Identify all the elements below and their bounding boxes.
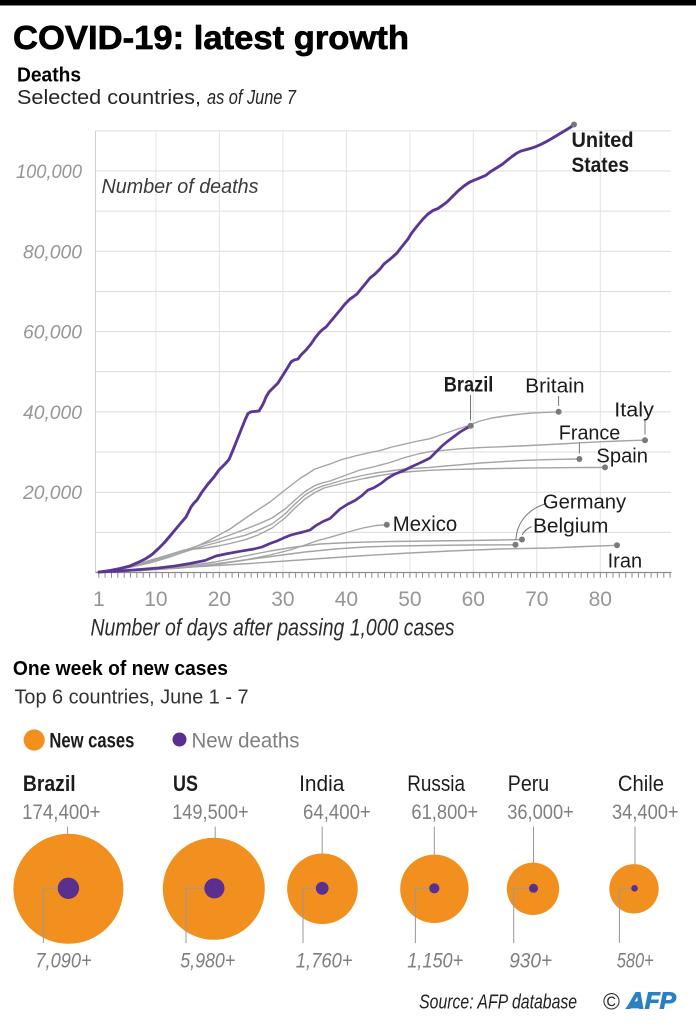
svg-text:New deaths: New deaths	[192, 730, 300, 753]
svg-text:40,000: 40,000	[23, 403, 82, 424]
svg-text:Brazil: Brazil	[444, 374, 494, 397]
svg-text:©: ©	[603, 989, 620, 1015]
svg-text:174,400+: 174,400+	[22, 801, 101, 824]
svg-text:as of June 7: as of June 7	[207, 87, 297, 109]
svg-text:930+: 930+	[509, 949, 552, 972]
svg-text:Number of deaths: Number of deaths	[102, 176, 259, 198]
svg-text:AFP: AFP	[626, 987, 677, 1013]
svg-text:30: 30	[271, 588, 294, 611]
svg-text:New cases: New cases	[49, 730, 134, 753]
svg-text:US: US	[173, 771, 198, 796]
svg-text:COVID-19: latest growth: COVID-19: latest growth	[13, 19, 409, 56]
svg-text:100,000: 100,000	[16, 162, 82, 183]
svg-text:64,400+: 64,400+	[303, 801, 371, 824]
svg-text:580+: 580+	[617, 949, 654, 972]
svg-text:34,400+: 34,400+	[612, 801, 679, 824]
svg-text:Iran: Iran	[608, 550, 643, 572]
svg-text:Top 6 countries, June 1 - 7: Top 6 countries, June 1 - 7	[15, 687, 249, 709]
svg-text:Russia: Russia	[407, 771, 465, 796]
svg-text:Mexico: Mexico	[393, 513, 457, 536]
svg-text:36,000+: 36,000+	[507, 801, 574, 824]
svg-text:7,090+: 7,090+	[35, 949, 91, 972]
svg-text:States: States	[572, 154, 630, 177]
svg-text:50: 50	[398, 588, 421, 611]
svg-text:149,500+: 149,500+	[172, 801, 248, 824]
svg-text:Spain: Spain	[596, 445, 648, 467]
svg-text:Deaths: Deaths	[17, 65, 81, 87]
svg-text:40: 40	[335, 588, 358, 611]
svg-text:5,980+: 5,980+	[180, 949, 235, 972]
svg-text:10: 10	[144, 588, 167, 611]
svg-text:Britain: Britain	[525, 376, 585, 398]
svg-text:Brazil: Brazil	[23, 771, 76, 796]
svg-text:80: 80	[589, 588, 612, 611]
svg-text:60,000: 60,000	[23, 323, 82, 344]
svg-text:61,800+: 61,800+	[411, 801, 478, 824]
svg-text:Germany: Germany	[543, 492, 626, 514]
svg-text:1,760+: 1,760+	[296, 949, 353, 972]
svg-text:Number of days after passing 1: Number of days after passing 1,000 cases	[91, 614, 455, 641]
svg-text:Source: AFP database: Source: AFP database	[419, 992, 577, 1014]
svg-text:1,150+: 1,150+	[407, 949, 463, 972]
svg-text:One week of new cases: One week of new cases	[13, 658, 228, 680]
svg-text:Belgium: Belgium	[533, 516, 608, 538]
svg-text:Peru: Peru	[508, 771, 549, 796]
svg-text:Chile: Chile	[618, 771, 664, 796]
svg-text:India: India	[299, 771, 345, 796]
svg-text:1: 1	[93, 588, 105, 611]
svg-text:70: 70	[525, 588, 548, 611]
svg-text:60: 60	[462, 588, 485, 611]
svg-text:United: United	[572, 129, 634, 152]
svg-text:France: France	[559, 422, 621, 444]
svg-text:20,000: 20,000	[22, 483, 82, 504]
svg-text:80,000: 80,000	[23, 242, 82, 263]
svg-text:Selected countries,: Selected countries,	[17, 87, 201, 109]
svg-text:Italy: Italy	[614, 399, 654, 421]
svg-text:20: 20	[208, 588, 231, 611]
